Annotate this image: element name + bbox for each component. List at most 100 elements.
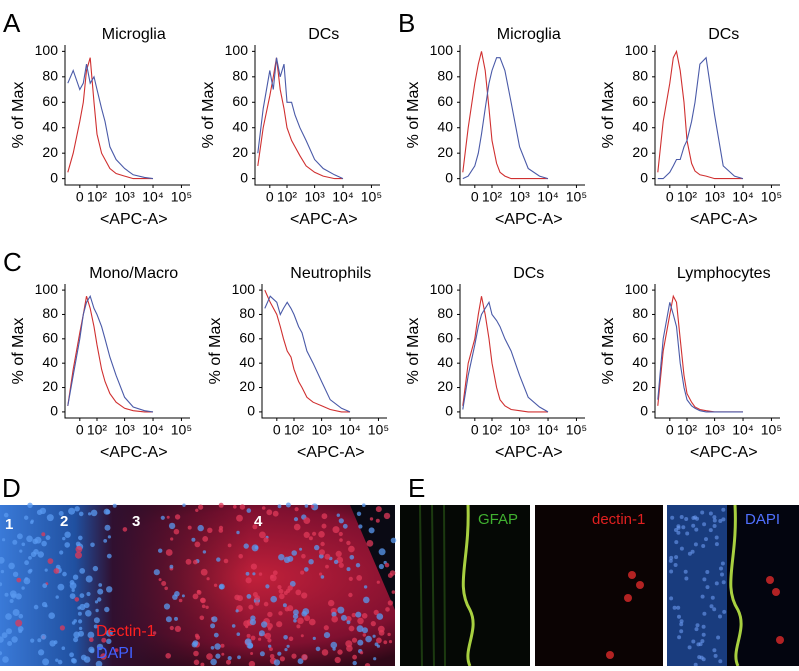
y-tick-label: 100 [232,281,256,297]
cell [206,653,213,660]
cell [78,535,83,541]
cell [293,523,301,531]
cell [277,504,282,509]
y-tick-label: 80 [239,305,255,321]
cell [695,623,700,628]
cell [185,558,192,565]
cell [365,635,372,643]
x-axis-label: <APC-A> [297,444,365,461]
x-tick-label: 10² [87,189,108,205]
cell [24,515,29,520]
x-axis-label: <APC-A> [100,211,168,228]
y-tick-label: 60 [42,330,58,346]
cell [166,515,170,519]
cell [7,641,13,646]
cell [5,613,12,620]
cell [62,536,66,541]
cell [201,604,206,609]
cell [321,523,327,529]
region-label: 3 [132,513,140,530]
cell [356,511,362,516]
cell [71,588,75,592]
cell [304,504,309,508]
y-tick-label: 20 [239,378,255,394]
cell [681,525,686,530]
y-tick-label: 60 [632,93,648,109]
cell [18,613,24,619]
cell [277,651,282,656]
cell [85,610,92,617]
cell [687,645,692,650]
y-tick-label: 40 [239,354,255,370]
x-tick-label: 10⁵ [368,422,389,438]
x-tick-label: 10⁴ [142,189,164,205]
cell [237,595,243,602]
cell [718,659,723,664]
y-tick-label: 20 [437,144,453,160]
cell [95,608,99,613]
cell [291,653,297,659]
cell [674,555,679,560]
x-axis-label: <APC-A> [290,211,358,228]
cell [355,611,362,618]
cell [163,603,171,610]
cell [684,517,689,521]
cell [702,522,707,527]
cell [79,603,86,611]
cell [303,531,310,539]
chart-title: Neutrophils [290,265,371,282]
cell [345,616,352,622]
cell [266,509,273,516]
cell [710,595,715,600]
cell [246,508,252,513]
cell [122,527,128,532]
cell [349,555,355,560]
cell [309,618,316,626]
cell [348,545,355,553]
cell [78,619,83,624]
cell [272,510,279,517]
x-tick-label: 10² [677,189,698,205]
cell [104,606,110,613]
cell [303,517,311,524]
cell [12,571,19,577]
cell [213,632,219,638]
x-tick-label: 10³ [705,422,726,438]
x-tick-label: 10³ [305,189,326,205]
cell [269,574,277,582]
histogram-line [67,296,153,413]
cell [101,637,107,643]
cell [331,611,337,618]
cell [714,535,719,540]
axis-frame [459,284,585,419]
cell [258,637,262,641]
x-tick-label: 0 [76,189,84,205]
y-tick-label: 100 [225,42,249,58]
cell [170,537,174,541]
cell [776,636,784,644]
cell [716,635,721,640]
cell [628,571,636,579]
cell [73,637,79,643]
cell [33,604,39,610]
cell [673,563,678,567]
cell [83,656,91,663]
cell [300,634,304,638]
cell [192,593,199,600]
x-tick-label: 10⁴ [732,422,754,438]
channel-label: dectin-1 [592,511,645,528]
y-tick-label: 60 [239,330,255,346]
cell [200,568,208,576]
x-tick-label: 10³ [115,189,136,205]
cell [369,517,374,521]
y-tick-label: 60 [42,93,58,109]
cell [231,624,236,628]
cell [227,656,232,661]
cell [267,638,272,643]
cell [79,593,85,598]
cell [721,580,726,585]
cell [48,612,55,619]
cell [194,633,199,638]
cell [59,625,65,631]
cell [718,614,722,619]
